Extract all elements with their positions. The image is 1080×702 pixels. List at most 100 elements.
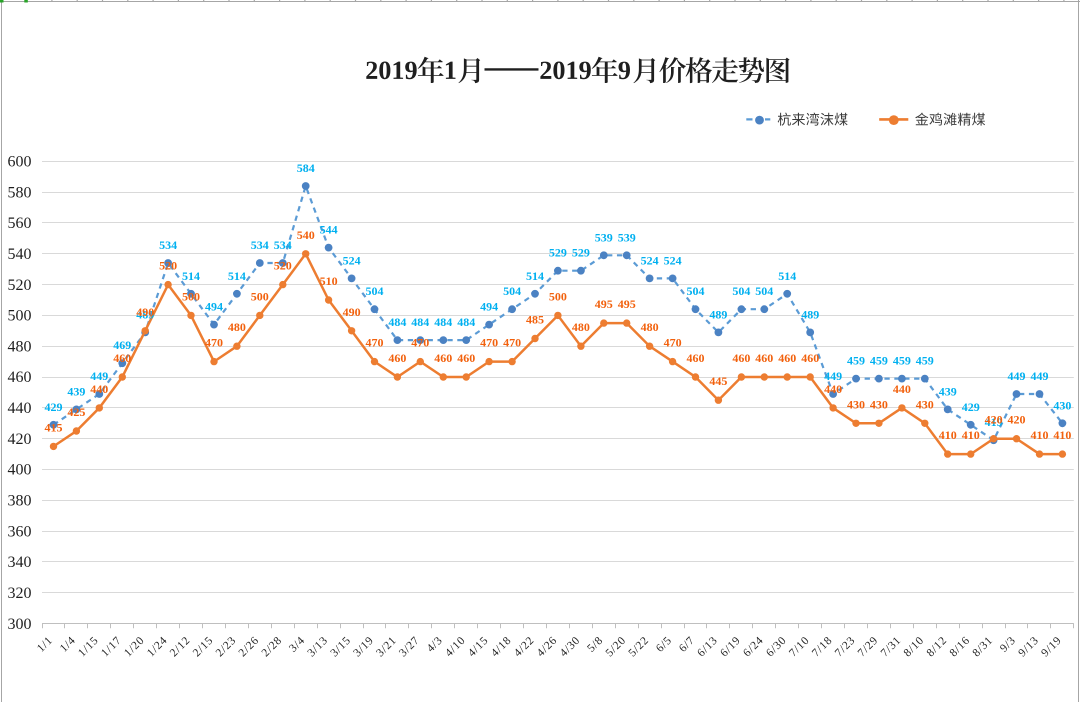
svg-text:584: 584 bbox=[297, 161, 315, 175]
svg-text:340: 340 bbox=[8, 554, 32, 571]
svg-text:540: 540 bbox=[297, 228, 315, 242]
svg-text:430: 430 bbox=[870, 397, 888, 411]
svg-text:560: 560 bbox=[8, 215, 32, 232]
svg-text:524: 524 bbox=[641, 253, 659, 267]
svg-text:410: 410 bbox=[1053, 428, 1071, 442]
svg-text:504: 504 bbox=[732, 284, 750, 298]
svg-text:480: 480 bbox=[572, 320, 590, 334]
svg-text:500: 500 bbox=[8, 308, 32, 325]
svg-text:420: 420 bbox=[985, 413, 1003, 427]
svg-text:419: 419 bbox=[985, 415, 1003, 429]
svg-text:500: 500 bbox=[549, 289, 567, 303]
svg-text:514: 514 bbox=[526, 269, 544, 283]
svg-text:504: 504 bbox=[503, 284, 521, 298]
svg-text:410: 410 bbox=[939, 428, 957, 442]
svg-text:460: 460 bbox=[457, 351, 475, 365]
svg-text:484: 484 bbox=[388, 315, 406, 329]
svg-text:480: 480 bbox=[8, 338, 32, 355]
svg-text:540: 540 bbox=[8, 246, 32, 263]
svg-text:410: 410 bbox=[962, 428, 980, 442]
svg-text:420: 420 bbox=[1008, 413, 1026, 427]
svg-text:459: 459 bbox=[916, 354, 934, 368]
svg-text:520: 520 bbox=[159, 259, 177, 273]
svg-text:400: 400 bbox=[8, 462, 32, 479]
svg-text:449: 449 bbox=[824, 369, 842, 383]
svg-text:490: 490 bbox=[343, 305, 361, 319]
svg-text:440: 440 bbox=[8, 400, 32, 417]
svg-text:460: 460 bbox=[732, 351, 750, 365]
svg-text:470: 470 bbox=[366, 336, 384, 350]
svg-text:489: 489 bbox=[801, 307, 819, 321]
svg-text:500: 500 bbox=[251, 289, 269, 303]
svg-text:470: 470 bbox=[503, 336, 521, 350]
svg-text:460: 460 bbox=[801, 351, 819, 365]
svg-text:430: 430 bbox=[847, 397, 865, 411]
svg-text:360: 360 bbox=[8, 523, 32, 540]
svg-text:504: 504 bbox=[755, 284, 773, 298]
svg-text:460: 460 bbox=[778, 351, 796, 365]
svg-text:529: 529 bbox=[549, 246, 567, 260]
svg-text:514: 514 bbox=[228, 269, 246, 283]
svg-text:600: 600 bbox=[8, 154, 32, 171]
svg-text:460: 460 bbox=[8, 369, 32, 386]
svg-text:484: 484 bbox=[434, 315, 452, 329]
svg-text:445: 445 bbox=[709, 374, 727, 388]
svg-text:504: 504 bbox=[366, 284, 384, 298]
svg-text:514: 514 bbox=[778, 269, 796, 283]
svg-text:534: 534 bbox=[251, 238, 269, 252]
svg-text:449: 449 bbox=[90, 369, 108, 383]
svg-text:439: 439 bbox=[939, 384, 957, 398]
svg-text:469: 469 bbox=[113, 338, 131, 352]
svg-text:490: 490 bbox=[136, 305, 154, 319]
svg-text:460: 460 bbox=[755, 351, 773, 365]
svg-text:520: 520 bbox=[274, 259, 292, 273]
svg-text:429: 429 bbox=[962, 400, 980, 414]
svg-text:520: 520 bbox=[8, 277, 32, 294]
svg-text:410: 410 bbox=[1031, 428, 1049, 442]
svg-text:380: 380 bbox=[8, 493, 32, 510]
svg-text:470: 470 bbox=[664, 336, 682, 350]
svg-text:439: 439 bbox=[67, 384, 85, 398]
svg-text:494: 494 bbox=[205, 300, 223, 314]
svg-text:480: 480 bbox=[228, 320, 246, 334]
svg-text:430: 430 bbox=[1053, 398, 1071, 412]
svg-text:485: 485 bbox=[526, 313, 544, 327]
svg-text:440: 440 bbox=[90, 382, 108, 396]
svg-text:494: 494 bbox=[480, 300, 498, 314]
svg-text:514: 514 bbox=[182, 269, 200, 283]
svg-text:484: 484 bbox=[457, 315, 475, 329]
svg-text:484: 484 bbox=[411, 315, 429, 329]
svg-text:495: 495 bbox=[618, 297, 636, 311]
svg-text:539: 539 bbox=[618, 230, 636, 244]
svg-text:480: 480 bbox=[641, 320, 659, 334]
svg-text:440: 440 bbox=[893, 382, 911, 396]
svg-text:430: 430 bbox=[916, 397, 934, 411]
svg-text:460: 460 bbox=[388, 351, 406, 365]
svg-text:420: 420 bbox=[8, 431, 32, 448]
svg-text:524: 524 bbox=[664, 253, 682, 267]
svg-text:504: 504 bbox=[687, 284, 705, 298]
svg-text:470: 470 bbox=[205, 336, 223, 350]
svg-text:580: 580 bbox=[8, 184, 32, 201]
svg-text:425: 425 bbox=[67, 405, 85, 419]
svg-text:534: 534 bbox=[274, 238, 292, 252]
svg-text:529: 529 bbox=[572, 246, 590, 260]
svg-text:459: 459 bbox=[870, 354, 888, 368]
svg-text:544: 544 bbox=[320, 223, 338, 237]
svg-text:534: 534 bbox=[159, 238, 177, 252]
svg-text:449: 449 bbox=[1008, 369, 1026, 383]
svg-text:459: 459 bbox=[893, 354, 911, 368]
svg-text:440: 440 bbox=[824, 382, 842, 396]
svg-text:510: 510 bbox=[320, 274, 338, 288]
svg-text:500: 500 bbox=[182, 289, 200, 303]
svg-text:460: 460 bbox=[113, 351, 131, 365]
svg-text:429: 429 bbox=[45, 400, 63, 414]
svg-text:415: 415 bbox=[45, 420, 63, 434]
svg-text:320: 320 bbox=[8, 585, 32, 602]
svg-text:449: 449 bbox=[1031, 369, 1049, 383]
svg-text:459: 459 bbox=[847, 354, 865, 368]
svg-text:470: 470 bbox=[411, 336, 429, 350]
svg-text:300: 300 bbox=[8, 616, 32, 633]
svg-text:524: 524 bbox=[343, 253, 361, 267]
svg-text:495: 495 bbox=[595, 297, 613, 311]
